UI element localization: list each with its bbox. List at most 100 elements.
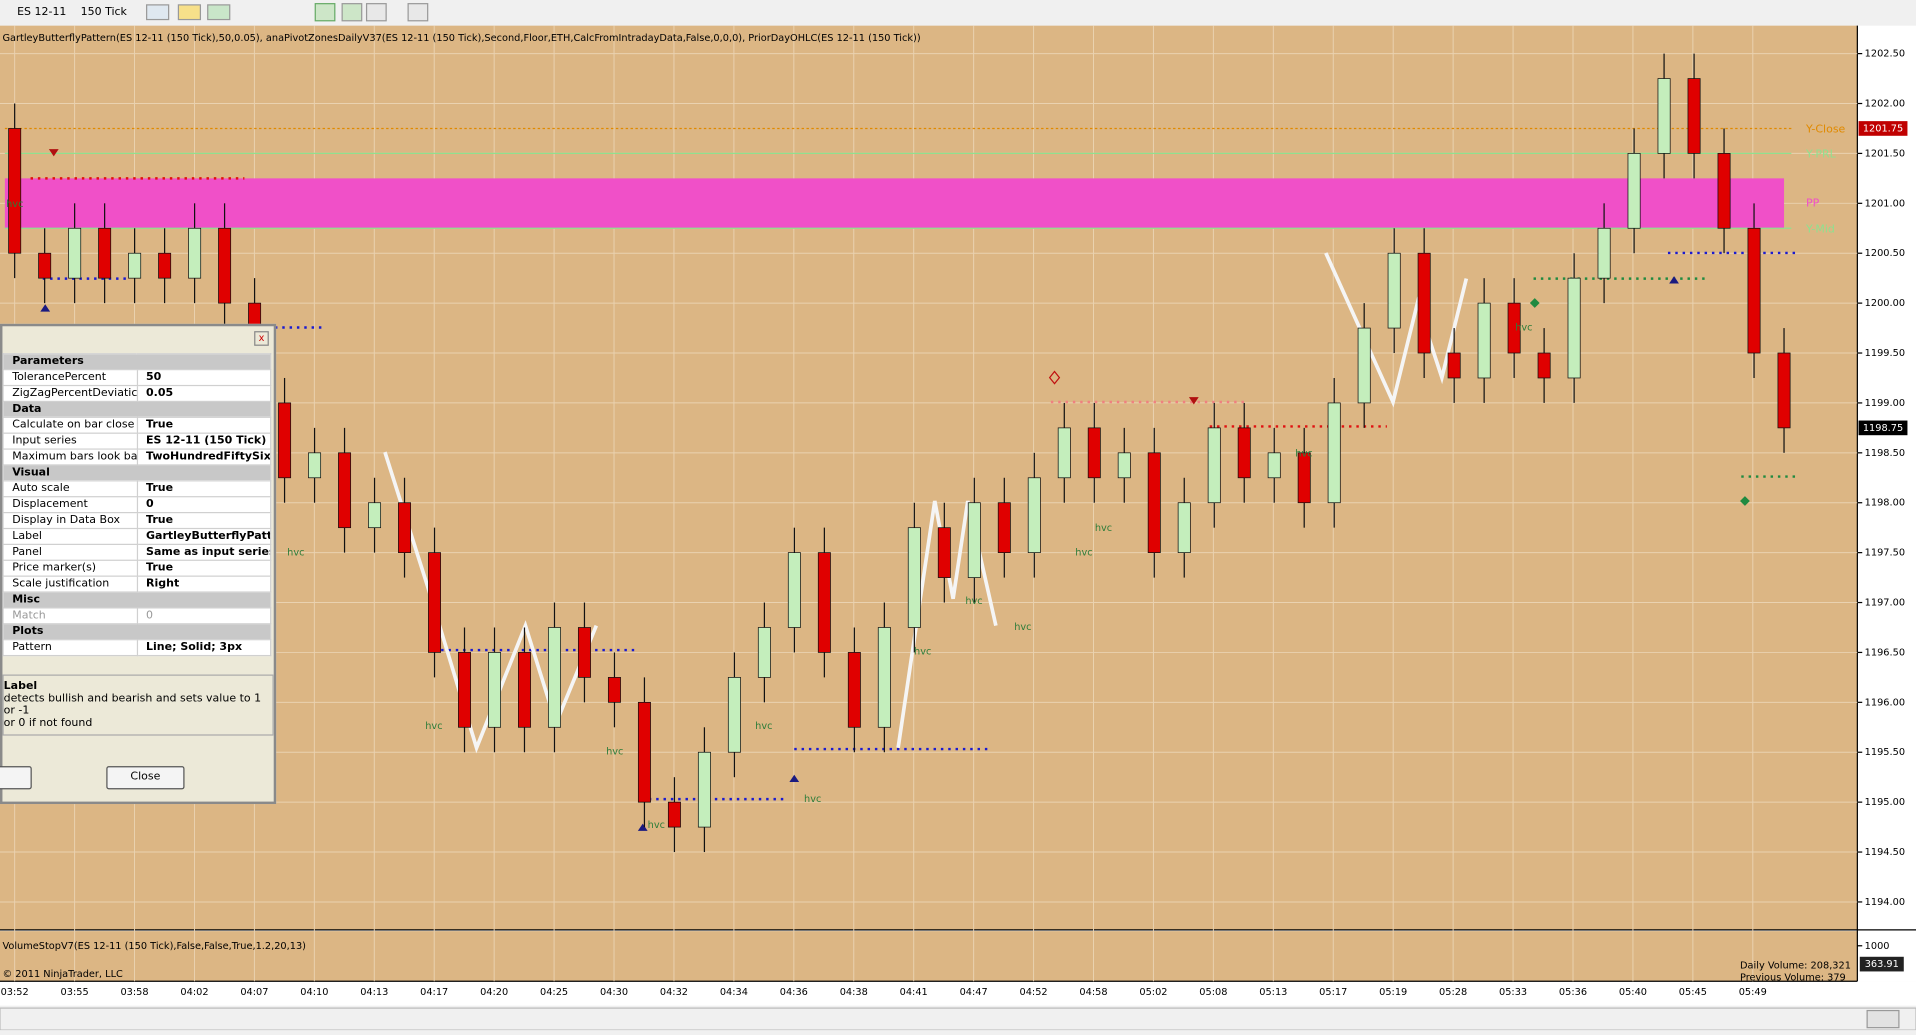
property-name: Pattern <box>2 639 138 657</box>
scrollbar[interactable] <box>0 1007 1916 1031</box>
toolbar-button[interactable] <box>365 3 387 22</box>
candle-body <box>1327 402 1341 504</box>
annotation: hvc <box>606 746 623 757</box>
scroll-thumb[interactable] <box>1866 1009 1900 1029</box>
property-row[interactable]: Match 0 <box>2 607 272 625</box>
property-row[interactable]: Pattern Line; Solid; 3px <box>2 639 272 657</box>
y-tick-label: 1195.50 <box>1865 747 1905 758</box>
y-tick-label: 1194.00 <box>1865 897 1905 908</box>
x-tick-label: 04:41 <box>900 987 928 998</box>
close-icon[interactable]: x <box>254 331 269 346</box>
candles <box>8 53 1791 853</box>
candle-body <box>458 652 471 728</box>
property-row[interactable]: TolerancePercent 50 <box>2 369 272 387</box>
property-row[interactable]: Scale justification Right <box>2 575 272 593</box>
candle-body <box>1237 427 1251 479</box>
property-value: 50 <box>136 369 272 387</box>
x-tick-label: 04:36 <box>780 987 808 998</box>
candle-body <box>1747 227 1761 354</box>
annotation: hvc <box>648 820 665 831</box>
property-name: Input series <box>2 432 138 450</box>
previous-volume: Previous Volume: 379 <box>1740 973 1846 984</box>
candle-body <box>428 552 441 653</box>
price-marker-box <box>1858 121 1908 136</box>
candle-body <box>997 502 1011 553</box>
property-value: True <box>136 511 272 530</box>
volume-marker: 363.91 <box>1865 959 1899 970</box>
property-value: 0.05 <box>136 384 272 403</box>
level-label: Y-Close <box>1805 123 1846 136</box>
level-label: Y-Mid <box>1805 222 1835 235</box>
candle-body <box>547 627 561 728</box>
toolbar-button[interactable] <box>314 3 336 22</box>
annotation: hvc <box>6 199 23 210</box>
candle-body <box>8 128 22 254</box>
marker-diamond <box>1048 370 1061 385</box>
time-axis <box>0 981 1916 1006</box>
x-tick-label: 04:32 <box>660 987 688 998</box>
candle-body <box>1147 452 1161 553</box>
annotation: hvc <box>1075 547 1092 558</box>
instrument[interactable]: ES 12-11 <box>17 5 66 18</box>
marker-triangle <box>40 304 51 312</box>
candle-body <box>1567 277 1581 379</box>
property-value: Line; Solid; 3px <box>136 639 272 657</box>
button[interactable]: y <box>0 766 32 790</box>
candle-body <box>937 527 951 578</box>
candle-body <box>278 402 292 479</box>
candle-body <box>398 502 412 553</box>
candle-body <box>667 801 681 828</box>
marker-triangle <box>1188 397 1199 405</box>
property-row[interactable]: ZigZagPercentDeviatic 0.05 <box>2 384 272 403</box>
property-row[interactable]: Maximum bars look ba TwoHundredFiftySix <box>2 448 272 466</box>
candle-body <box>1267 452 1281 479</box>
toolbar-button[interactable] <box>146 4 170 21</box>
toolbar-button[interactable] <box>407 3 429 22</box>
toolbar-button[interactable] <box>341 3 363 22</box>
y-tick-label: 1200.50 <box>1865 248 1905 259</box>
candle-body <box>1057 427 1071 479</box>
candle-body <box>697 751 711 828</box>
marker-triangle <box>637 823 648 831</box>
y-tick-label: 1194.50 <box>1865 847 1905 858</box>
candle-body <box>907 527 921 628</box>
candle-body <box>308 452 322 479</box>
marker-triangle <box>789 774 800 783</box>
property-row[interactable]: Displacement 0 <box>2 496 272 514</box>
x-tick-label: 04:30 <box>600 987 628 998</box>
description-title: Label <box>3 680 38 693</box>
property-name: Display in Data Box <box>2 511 138 530</box>
property-row[interactable]: Panel Same as input series <box>2 543 272 561</box>
candle-body <box>1387 252 1401 329</box>
pivot-zone <box>4 178 1785 229</box>
x-tick-label: 05:36 <box>1559 987 1587 998</box>
candle-body <box>1207 427 1221 504</box>
toolbar-button[interactable] <box>207 4 231 21</box>
property-name: Maximum bars look ba <box>2 448 138 466</box>
property-row[interactable]: Price marker(s) True <box>2 559 272 577</box>
x-tick-label: 05:08 <box>1199 987 1227 998</box>
property-value: True <box>136 559 272 577</box>
candle-body <box>607 677 621 703</box>
property-value: GartleyButterflyPattern <box>136 527 272 545</box>
property-row[interactable]: Auto scale True <box>2 480 272 498</box>
candle-body <box>488 652 501 728</box>
property-value: Same as input series <box>136 543 272 561</box>
volume-panel <box>0 931 1858 982</box>
period[interactable]: 150 Tick <box>81 5 128 18</box>
candle-body <box>1027 477 1041 553</box>
description-box: Label detects bullish and bearish and se… <box>2 674 274 736</box>
y-tick-label: 1196.50 <box>1865 647 1905 658</box>
property-row[interactable]: LabelGartleyButterflyPattern <box>2 527 272 545</box>
x-tick-label: 03:55 <box>61 987 89 998</box>
property-row[interactable]: Input series ES 12-11 (150 Tick) <box>2 432 272 450</box>
toolbar-button[interactable] <box>177 4 202 21</box>
candle-body <box>68 227 82 279</box>
candle-body <box>1717 153 1731 229</box>
marker-diamond <box>1740 496 1750 506</box>
x-tick-label: 05:19 <box>1379 987 1407 998</box>
property-row[interactable]: Calculate on bar close True <box>2 416 272 434</box>
property-grid: Parameters TolerancePercent 50 ZigZagPercen… <box>2 353 272 657</box>
property-row[interactable]: Display in Data Box True <box>2 511 272 530</box>
button[interactable]: Close <box>106 766 185 790</box>
